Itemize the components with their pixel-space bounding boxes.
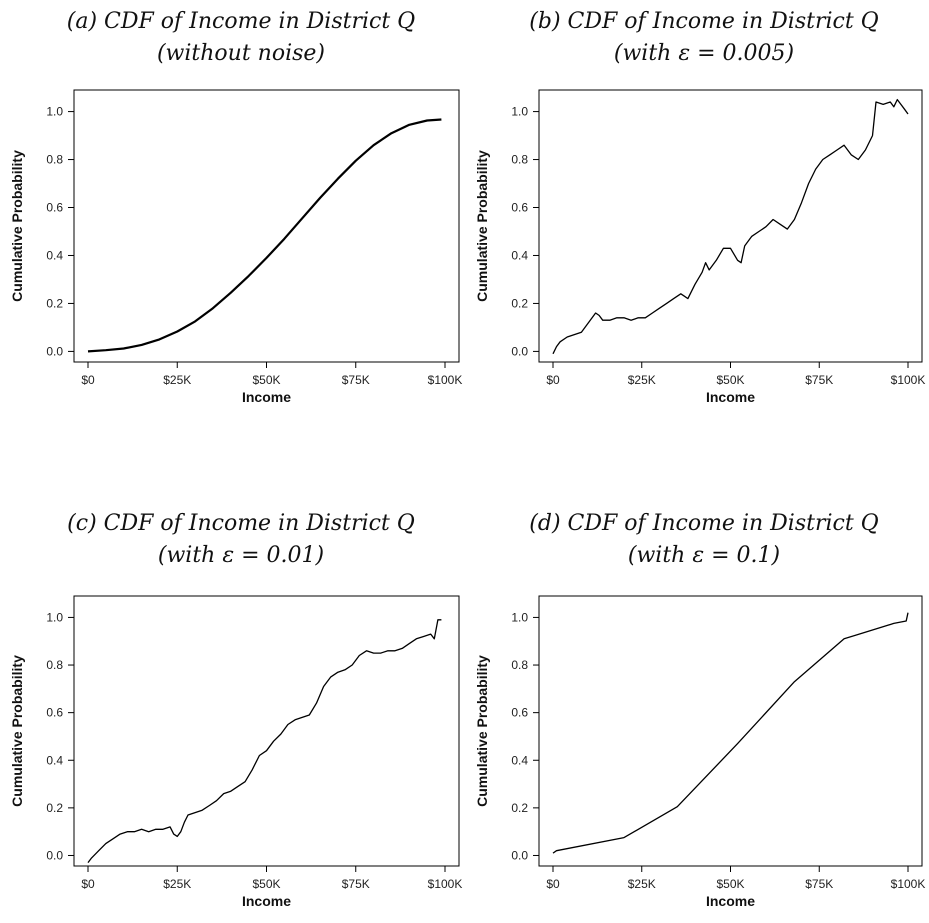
- y-tick-label: 0.6: [511, 201, 528, 215]
- y-tick-label: 0.2: [46, 296, 63, 310]
- y-tick-label: 1.0: [46, 105, 63, 119]
- chart-title-line2: (without noise): [157, 41, 325, 66]
- y-tick-label: 0.4: [511, 753, 528, 767]
- y-tick-label: 0.8: [511, 658, 528, 672]
- y-tick-label: 0.0: [46, 344, 63, 358]
- chart-panel-3: (d) CDF of Income in District Q (with ε =…: [474, 511, 925, 909]
- chart-title-line2: (with ε = 0.005): [614, 41, 794, 66]
- x-tick-label: $100K: [428, 877, 463, 891]
- plot-frame: [73, 595, 460, 867]
- y-tick-label: 0.8: [46, 658, 63, 672]
- x-tick-label: $0: [81, 373, 95, 387]
- chart-title-line2: (with ε = 0.1): [628, 543, 780, 568]
- x-tick-label: $50K: [716, 373, 744, 387]
- y-tick-label: 0.6: [46, 706, 63, 720]
- y-tick-label: 0.2: [511, 296, 528, 310]
- x-tick-label: $50K: [252, 373, 280, 387]
- y-tick-label: 0.4: [46, 753, 63, 767]
- y-tick-label: 0.6: [46, 201, 63, 215]
- x-tick-label: $100K: [428, 373, 463, 387]
- plot-frame: [73, 89, 460, 363]
- x-tick-label: $75K: [805, 373, 833, 387]
- y-tick-label: 1.0: [46, 610, 63, 624]
- series-line-0: [87, 619, 442, 863]
- x-tick-label: $0: [546, 877, 560, 891]
- chart-panel-0: (a) CDF of Income in District Q (without …: [9, 9, 462, 405]
- x-axis-label: Income: [706, 389, 755, 405]
- chart-title-line2: (with ε = 0.01): [158, 543, 324, 568]
- x-tick-label: $100K: [891, 373, 926, 387]
- chart-panel-1: (b) CDF of Income in District Q (with ε =…: [474, 9, 925, 405]
- chart-title-line1: (d) CDF of Income in District Q: [529, 511, 878, 536]
- x-tick-label: $50K: [252, 877, 280, 891]
- y-axis-label: Cumulative Probability: [474, 655, 490, 807]
- chart-title-line1: (b) CDF of Income in District Q: [529, 9, 878, 34]
- chart-panel-2: (c) CDF of Income in District Q (with ε =…: [9, 511, 462, 909]
- chart-title-line1: (c) CDF of Income in District Q: [67, 511, 415, 536]
- y-axis-label: Cumulative Probability: [9, 655, 25, 807]
- series-line-0: [552, 612, 909, 854]
- y-axis-label: Cumulative Probability: [9, 150, 25, 302]
- y-tick-label: 1.0: [511, 105, 528, 119]
- chart-title-line1: (a) CDF of Income in District Q: [67, 9, 415, 34]
- x-tick-label: $25K: [628, 373, 656, 387]
- y-axis-label: Cumulative Probability: [474, 150, 490, 302]
- plot-frame: [538, 89, 923, 363]
- y-tick-label: 0.4: [46, 248, 63, 262]
- y-tick-label: 0.2: [511, 801, 528, 815]
- y-tick-label: 0.2: [46, 801, 63, 815]
- y-tick-label: 0.8: [46, 153, 63, 167]
- y-tick-label: 0.0: [511, 848, 528, 862]
- x-tick-label: $0: [81, 877, 95, 891]
- x-tick-label: $75K: [342, 877, 370, 891]
- series-line-0: [87, 118, 442, 353]
- x-tick-label: $0: [546, 373, 560, 387]
- plot-frame: [538, 595, 923, 867]
- x-tick-label: $75K: [805, 877, 833, 891]
- y-tick-label: 0.6: [511, 706, 528, 720]
- x-axis-label: Income: [706, 893, 755, 909]
- x-axis-label: Income: [242, 893, 291, 909]
- y-tick-label: 1.0: [511, 610, 528, 624]
- y-tick-label: 0.0: [46, 848, 63, 862]
- x-axis-label: Income: [242, 389, 291, 405]
- y-tick-label: 0.8: [511, 153, 528, 167]
- y-tick-label: 0.0: [511, 344, 528, 358]
- series-line-0: [552, 98, 909, 355]
- x-tick-label: $25K: [163, 877, 191, 891]
- x-tick-label: $25K: [628, 877, 656, 891]
- y-tick-label: 0.4: [511, 248, 528, 262]
- x-tick-label: $75K: [342, 373, 370, 387]
- x-tick-label: $50K: [716, 877, 744, 891]
- x-tick-label: $100K: [891, 877, 926, 891]
- x-tick-label: $25K: [163, 373, 191, 387]
